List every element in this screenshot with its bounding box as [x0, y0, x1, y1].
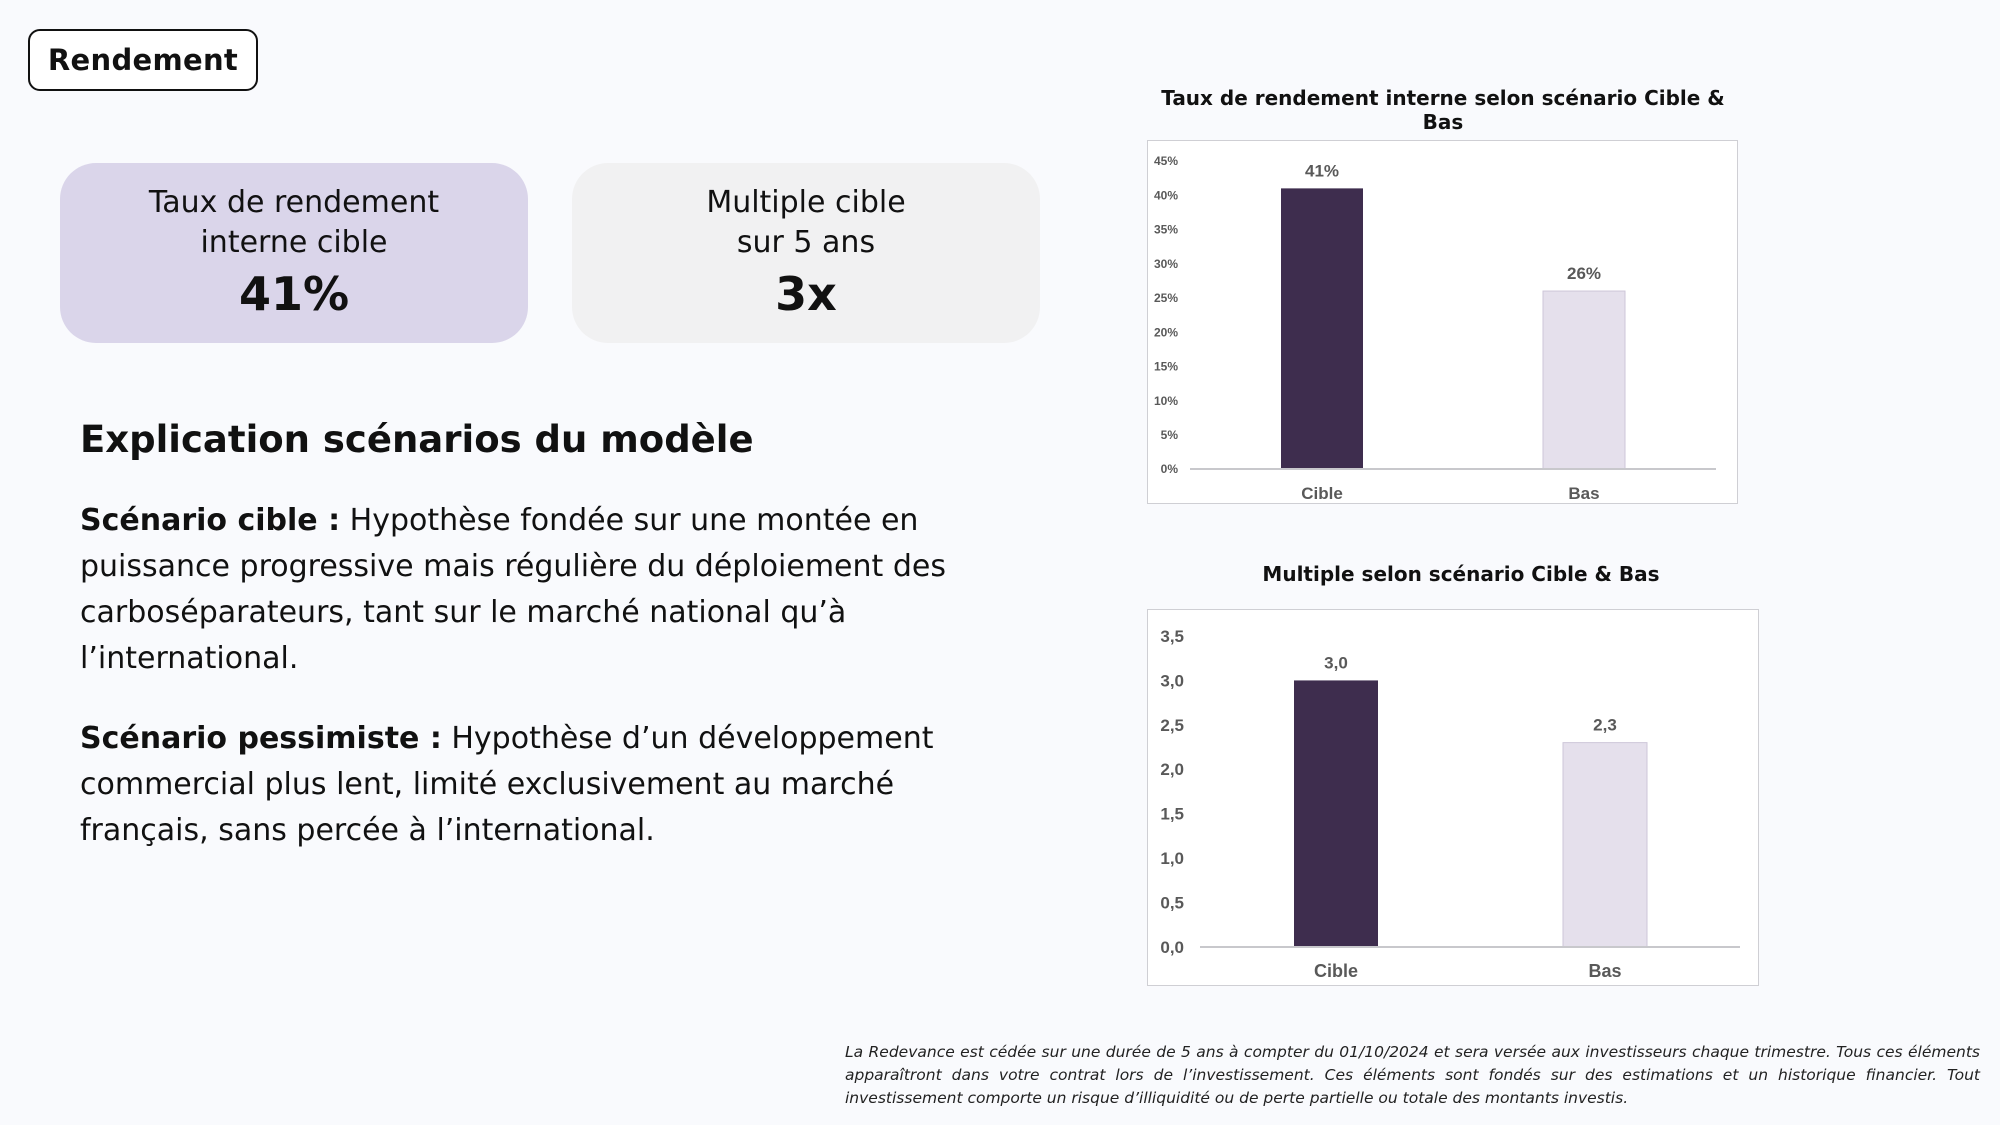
- multiple-ytick-label: 3,0: [1160, 671, 1184, 690]
- kpi-card-irr: Taux de rendement interne cible 41%: [60, 163, 528, 343]
- kpi-irr-value: 41%: [238, 267, 350, 321]
- irr-ytick-label: 40%: [1154, 188, 1178, 202]
- multiple-ytick-label: 1,5: [1160, 805, 1184, 824]
- irr-chart-svg: 0% 5% 10% 15% 20% 25% 30% 35% 40% 45% 41% Cible 26% B…: [1154, 154, 1716, 503]
- irr-chart-title: Taux de rendement interne selon scénario…: [1161, 86, 1725, 134]
- multiple-chart: 0,0 0,5 1,0 1,5 2,0 2,5 3,0 3,5 3,0 Cible 2,3 Bas: [1147, 609, 1759, 986]
- multiple-ytick-label: 0,0: [1160, 938, 1184, 957]
- irr-ytick-label: 5%: [1161, 428, 1179, 442]
- scenario-cible-lead: Scénario cible :: [80, 503, 341, 538]
- multiple-chart-svg: 0,0 0,5 1,0 1,5 2,0 2,5 3,0 3,5 3,0 Cible 2,3 Bas: [1160, 627, 1740, 981]
- multiple-category-label: Bas: [1588, 961, 1621, 981]
- multiple-bar-cible: [1294, 680, 1378, 947]
- irr-ytick-label: 0%: [1161, 462, 1179, 476]
- irr-data-label: 41%: [1305, 161, 1339, 180]
- irr-ytick-label: 45%: [1154, 154, 1178, 168]
- section-tag: Rendement: [28, 29, 258, 91]
- kpi-irr-label: Taux de rendement interne cible: [148, 185, 440, 260]
- multiple-data-label: 3,0: [1324, 653, 1348, 672]
- irr-ytick-label: 10%: [1154, 394, 1178, 408]
- irr-ytick-label: 25%: [1154, 291, 1178, 305]
- irr-bar-cible: [1281, 188, 1363, 469]
- kpi-multiple-label: Multiple cible sur 5 ans: [706, 185, 906, 260]
- kpi-card-multiple: Multiple cible sur 5 ans 3x: [572, 163, 1040, 343]
- irr-category-label: Cible: [1301, 484, 1343, 503]
- multiple-bar-bas: [1562, 742, 1648, 948]
- explanation-title: Explication scénarios du modèle: [80, 418, 754, 461]
- multiple-ytick-label: 2,5: [1160, 716, 1184, 735]
- multiple-ytick-label: 0,5: [1160, 894, 1184, 913]
- scenario-pessimiste-paragraph: Scénario pessimiste : Hypothèse d’un dév…: [80, 716, 1020, 854]
- scenario-pessimiste-lead: Scénario pessimiste :: [80, 721, 442, 756]
- multiple-ytick-label: 3,5: [1160, 627, 1184, 646]
- irr-category-label: Bas: [1568, 484, 1599, 503]
- legal-disclaimer: La Redevance est cédée sur une durée de …: [845, 1043, 1980, 1107]
- multiple-category-label: Cible: [1314, 961, 1358, 981]
- irr-data-label: 26%: [1567, 264, 1601, 283]
- multiple-data-label: 2,3: [1593, 716, 1617, 735]
- kpi-multiple-value: 3x: [775, 267, 837, 321]
- scenario-pessimiste-text: Hypothèse d’un développement commercial …: [80, 721, 934, 848]
- scenario-cible-paragraph: Scénario cible : Hypothèse fondée sur un…: [80, 498, 1020, 682]
- multiple-chart-title: Multiple selon scénario Cible & Bas: [1262, 562, 1660, 586]
- multiple-ytick-label: 1,0: [1160, 849, 1184, 868]
- scenario-cible-text: Hypothèse fondée sur une montée en puiss…: [80, 503, 946, 676]
- irr-ytick-label: 30%: [1154, 257, 1178, 271]
- irr-ytick-label: 35%: [1154, 223, 1178, 237]
- irr-ytick-label: 20%: [1154, 325, 1178, 339]
- irr-ytick-label: 15%: [1154, 360, 1178, 374]
- irr-chart: 0% 5% 10% 15% 20% 25% 30% 35% 40% 45% 41% Cible 26% B…: [1147, 140, 1738, 504]
- section-tag-label: Rendement: [47, 43, 239, 77]
- multiple-ytick-label: 2,0: [1160, 760, 1184, 779]
- irr-bar-bas: [1542, 290, 1626, 470]
